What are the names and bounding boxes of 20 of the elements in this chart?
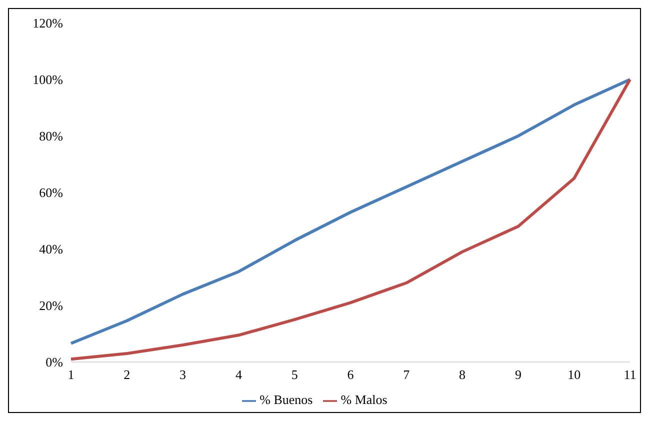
y-tick-label: 120%	[32, 16, 64, 31]
x-tick-label: 6	[347, 367, 354, 382]
y-tick-label: 20%	[39, 298, 64, 314]
y-tick-label: 100%	[32, 72, 64, 88]
x-tick-label: 1	[68, 367, 74, 382]
x-tick-label: 11	[624, 367, 636, 382]
x-tick-label: 8	[459, 367, 466, 382]
x-tick-label: 5	[291, 367, 298, 382]
x-tick-label: 2	[124, 367, 130, 382]
x-tick-label: 7	[403, 367, 410, 382]
legend-label: % Malos	[340, 392, 388, 407]
x-tick-label: 3	[180, 367, 186, 382]
legend-label: % Buenos	[260, 392, 313, 407]
y-tick-label: 0%	[46, 354, 64, 370]
y-tick-label: 60%	[39, 185, 64, 200]
y-tick-label: 40%	[39, 242, 64, 257]
x-tick-label: 9	[514, 367, 522, 382]
x-tick-label: 10	[568, 367, 581, 382]
y-tick-label: 80%	[39, 128, 64, 144]
x-tick-label: 4	[235, 367, 242, 382]
